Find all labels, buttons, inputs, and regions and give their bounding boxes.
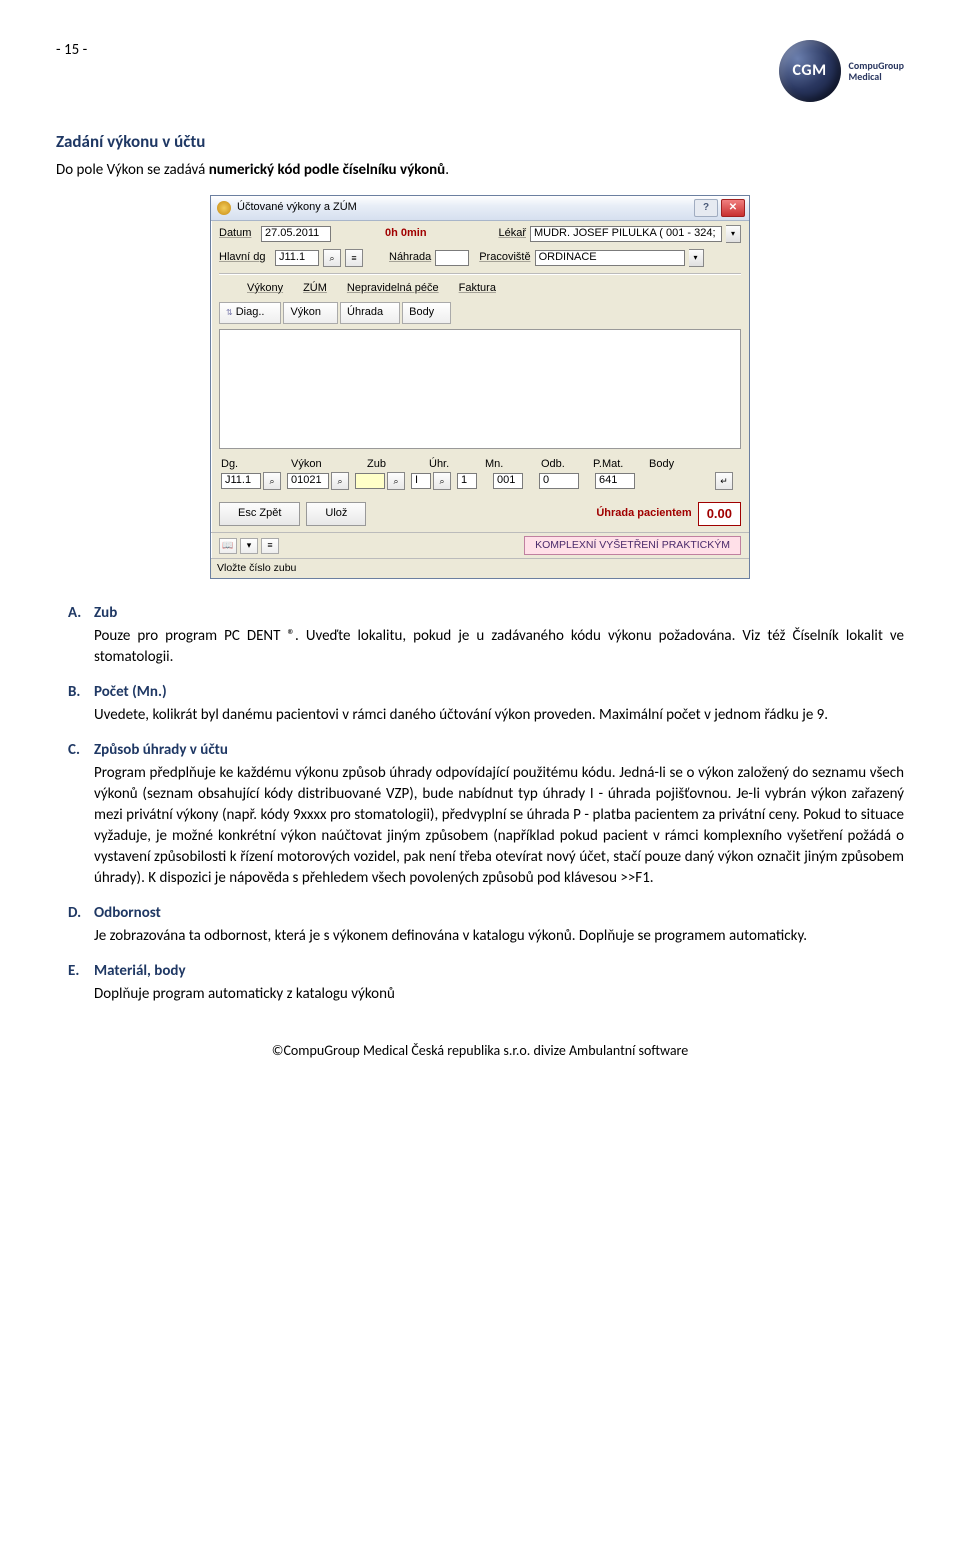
zub-input[interactable] bbox=[355, 473, 385, 489]
help-button[interactable]: ? bbox=[694, 199, 718, 217]
window-title: Účtované výkony a ZÚM bbox=[237, 200, 691, 215]
item-d-title: Odbornost bbox=[94, 904, 161, 922]
intro-post: . bbox=[445, 161, 449, 179]
datum-input[interactable]: 27.05.2011 bbox=[261, 226, 331, 242]
tab-faktura[interactable]: Faktura bbox=[459, 281, 496, 296]
pmat-label: P.Mat. bbox=[593, 457, 649, 472]
body-input[interactable]: 641 bbox=[595, 473, 635, 489]
item-d-text: Je zobrazována ta odbornost, která je s … bbox=[94, 926, 904, 947]
message-box: KOMPLEXNÍ VYŠETŘENÍ PRAKTICKÝM bbox=[524, 536, 741, 555]
item-c-title: Způsob úhrady v účtu bbox=[94, 741, 228, 759]
bottom-button-row: Esc Zpět Ulož Úhrada pacientem 0.00 bbox=[211, 494, 749, 532]
column-headers: ⇅Diag.. Výkon Úhrada Body bbox=[211, 299, 749, 326]
item-b-title: Počet (Mn.) bbox=[94, 683, 167, 701]
footer-row: 📖 ▾ ≡ KOMPLEXNÍ VYŠETŘENÍ PRAKTICKÝM bbox=[211, 532, 749, 558]
col-vykon[interactable]: Výkon bbox=[283, 302, 338, 323]
hlavnidg-label: Hlavní dg bbox=[219, 250, 271, 265]
item-d: Odbornost Je zobrazována ta odbornost, k… bbox=[56, 903, 904, 947]
tabs-row: Výkony ZÚM Nepravidelná péče Faktura bbox=[211, 275, 749, 299]
page-footer: ©CompuGroup Medical Česká republika s.r.… bbox=[56, 1041, 904, 1061]
hlavnidg-list-icon[interactable]: ≡ bbox=[345, 249, 363, 267]
tab-zum[interactable]: ZÚM bbox=[303, 281, 327, 296]
mn-label: Mn. bbox=[485, 457, 541, 472]
lekar-input[interactable]: MUDR. JOSEF PILULKA ( 001 - 324; bbox=[530, 226, 722, 242]
statusbar: Vložte číslo zubu bbox=[211, 558, 749, 578]
pmat-input[interactable]: 0 bbox=[539, 473, 579, 489]
dg-lookup-icon[interactable]: ⌕ bbox=[263, 472, 281, 490]
pracoviste-input[interactable]: ORDINACE bbox=[535, 250, 685, 266]
item-e: Materiál, body Doplňuje program automati… bbox=[56, 961, 904, 1005]
duration-text: 0h 0min bbox=[385, 226, 427, 241]
lettered-list: Zub Pouze pro program PC DENT ®. Uveďte … bbox=[56, 603, 904, 1005]
col-uhrada[interactable]: Úhrada bbox=[340, 302, 400, 323]
item-c-text: Program předplňuje ke každému výkonu způ… bbox=[94, 763, 904, 889]
hlavnidg-lookup-icon[interactable]: ⌕ bbox=[323, 249, 341, 267]
lekar-dropdown-icon[interactable]: ▾ bbox=[726, 225, 741, 243]
zub-lookup-icon[interactable]: ⌕ bbox=[387, 472, 405, 490]
sort-icon: ⇅ bbox=[226, 307, 233, 318]
book-icon[interactable]: 📖 bbox=[219, 538, 237, 554]
zub-label: Zub bbox=[367, 457, 429, 472]
section-title: Zadání výkonu v účtu bbox=[56, 130, 904, 154]
mn-input[interactable]: 1 bbox=[457, 473, 477, 489]
entry-fields: J11.1 ⌕ 01021 ⌕ ⌕ I ⌕ 1 001 0 641 ↵ bbox=[211, 472, 749, 494]
item-a-text: Pouze pro program PC DENT ®. Uveďte loka… bbox=[94, 626, 904, 668]
app-icon bbox=[217, 201, 231, 215]
nahrada-label: Náhrada bbox=[389, 250, 431, 265]
grid-area[interactable] bbox=[219, 329, 741, 449]
app-window: Účtované výkony a ZÚM ? ✕ Datum 27.05.20… bbox=[210, 195, 750, 579]
logo: CGM CompuGroup Medical bbox=[779, 40, 904, 102]
uhr-lookup-icon[interactable]: ⌕ bbox=[433, 472, 451, 490]
intro-line: Do pole Výkon se zadává numerický kód po… bbox=[56, 160, 904, 181]
item-e-title: Materiál, body bbox=[94, 962, 186, 980]
list-icon[interactable]: ≡ bbox=[261, 538, 279, 554]
item-b-text: Uvedete, kolikrát byl danému pacientovi … bbox=[94, 705, 904, 726]
page-header: - 15 - CGM CompuGroup Medical bbox=[56, 40, 904, 102]
entry-labels: Dg. Výkon Zub Úhr. Mn. Odb. P.Mat. Body bbox=[211, 455, 749, 472]
vykon-input[interactable]: 01021 bbox=[287, 473, 329, 489]
form-row-1: Datum 27.05.2011 0h 0min Lékař MUDR. JOS… bbox=[211, 221, 749, 245]
hlavnidg-input[interactable]: J11.1 bbox=[275, 250, 319, 266]
tab-nepravidelna[interactable]: Nepravidelná péče bbox=[347, 281, 439, 296]
logo-text: CompuGroup Medical bbox=[849, 60, 904, 82]
close-button[interactable]: ✕ bbox=[721, 199, 745, 217]
arrow-down-icon[interactable]: ▾ bbox=[240, 538, 258, 554]
item-a: Zub Pouze pro program PC DENT ®. Uveďte … bbox=[56, 603, 904, 668]
tab-vykony[interactable]: Výkony bbox=[247, 281, 283, 296]
titlebar: Účtované výkony a ZÚM ? ✕ bbox=[211, 196, 749, 221]
vykon-label: Výkon bbox=[291, 457, 367, 472]
uhr-label: Úhr. bbox=[429, 457, 485, 472]
enter-button[interactable]: ↵ bbox=[715, 472, 733, 490]
pracoviste-label: Pracoviště bbox=[479, 250, 530, 265]
payment-label: Úhrada pacientem bbox=[596, 506, 691, 521]
save-button[interactable]: Ulož bbox=[306, 502, 366, 525]
dg-input[interactable]: J11.1 bbox=[221, 473, 261, 489]
dg-label: Dg. bbox=[221, 457, 291, 472]
item-c: Způsob úhrady v účtu Program předplňuje … bbox=[56, 740, 904, 889]
item-a-title: Zub bbox=[94, 604, 117, 622]
intro-bold: numerický kód podle číselníku výkonů bbox=[209, 161, 446, 179]
payment-value: 0.00 bbox=[698, 502, 741, 526]
lekar-label: Lékař bbox=[498, 226, 526, 241]
logo-line2: Medical bbox=[849, 71, 904, 82]
item-e-text: Doplňuje program automaticky z katalogu … bbox=[94, 984, 904, 1005]
body-label: Body bbox=[649, 457, 699, 472]
datum-label: Datum bbox=[219, 226, 257, 241]
uhr-input[interactable]: I bbox=[411, 473, 431, 489]
nahrada-input[interactable] bbox=[435, 250, 469, 266]
logo-sphere: CGM bbox=[779, 40, 841, 102]
intro-pre: Do pole Výkon se zadává bbox=[56, 161, 209, 179]
odb-label: Odb. bbox=[541, 457, 593, 472]
vykon-lookup-icon[interactable]: ⌕ bbox=[331, 472, 349, 490]
odb-input[interactable]: 001 bbox=[493, 473, 523, 489]
col-body[interactable]: Body bbox=[402, 302, 451, 323]
page-number: - 15 - bbox=[56, 40, 87, 61]
col-diag[interactable]: ⇅Diag.. bbox=[219, 302, 281, 323]
item-b: Počet (Mn.) Uvedete, kolikrát byl danému… bbox=[56, 682, 904, 726]
back-button[interactable]: Esc Zpět bbox=[219, 502, 300, 525]
pracoviste-dropdown-icon[interactable]: ▾ bbox=[689, 249, 704, 267]
form-row-2: Hlavní dg J11.1 ⌕ ≡ Náhrada Pracoviště O… bbox=[211, 245, 749, 269]
